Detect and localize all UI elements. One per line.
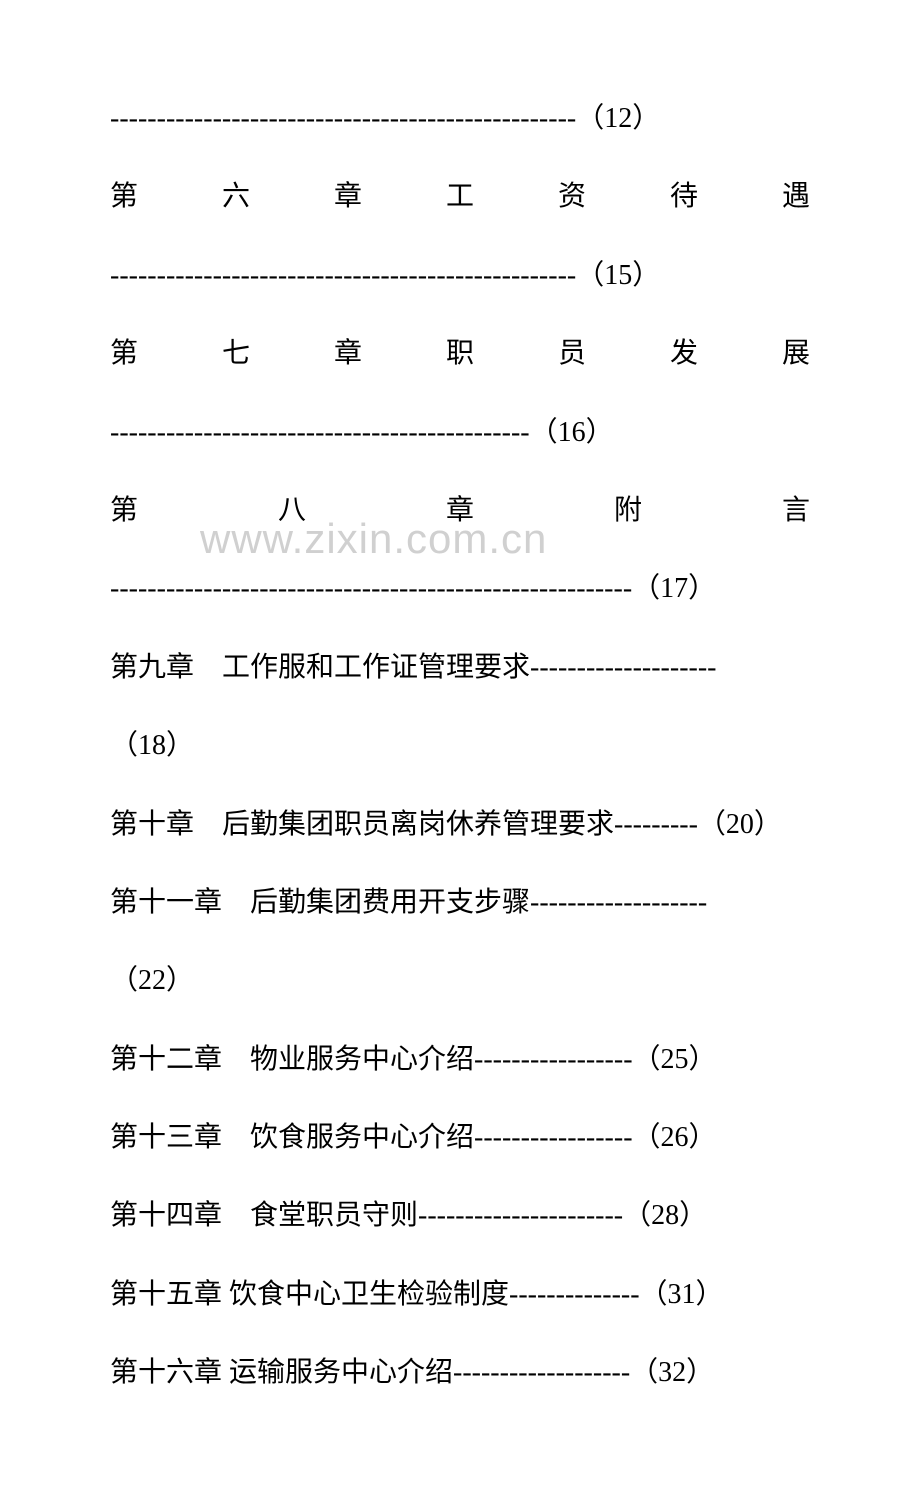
toc-chapter-8-page: ----------------------------------------… [110,550,810,628]
toc-chapter-12: 第十二章 物业服务中心介绍-----------------（25） [110,1021,810,1099]
toc-chapter-6-title: 第 六 章 工 资 待 遇 [110,158,810,236]
toc-chapter-14: 第十四章 食堂职员守则----------------------（28） [110,1177,810,1255]
toc-chapter-7-page: ----------------------------------------… [110,394,810,472]
toc-chapter-6-page: ----------------------------------------… [110,237,810,315]
toc-line-12: ----------------------------------------… [110,80,810,158]
toc-chapter-10: 第十章 后勤集团职员离岗休养管理要求---------（20） [110,786,810,864]
toc-chapter-11-title: 第十一章 后勤集团费用开支步骤------------------- [110,864,810,942]
toc-container: ----------------------------------------… [0,0,920,1493]
toc-chapter-11-page: （22） [110,942,810,1020]
toc-chapter-15: 第十五章 饮食中心卫生检验制度--------------（31） [110,1256,810,1334]
toc-chapter-8-title: 第 八 章 附 言 [110,472,810,550]
toc-chapter-7-title: 第 七 章 职 员 发 展 [110,315,810,393]
toc-chapter-9-page: （18） [110,707,810,785]
toc-chapter-13: 第十三章 饮食服务中心介绍-----------------（26） [110,1099,810,1177]
toc-chapter-16: 第十六章 运输服务中心介绍-------------------（32） [110,1334,810,1412]
toc-chapter-9-title: 第九章 工作服和工作证管理要求-------------------- [110,629,810,707]
